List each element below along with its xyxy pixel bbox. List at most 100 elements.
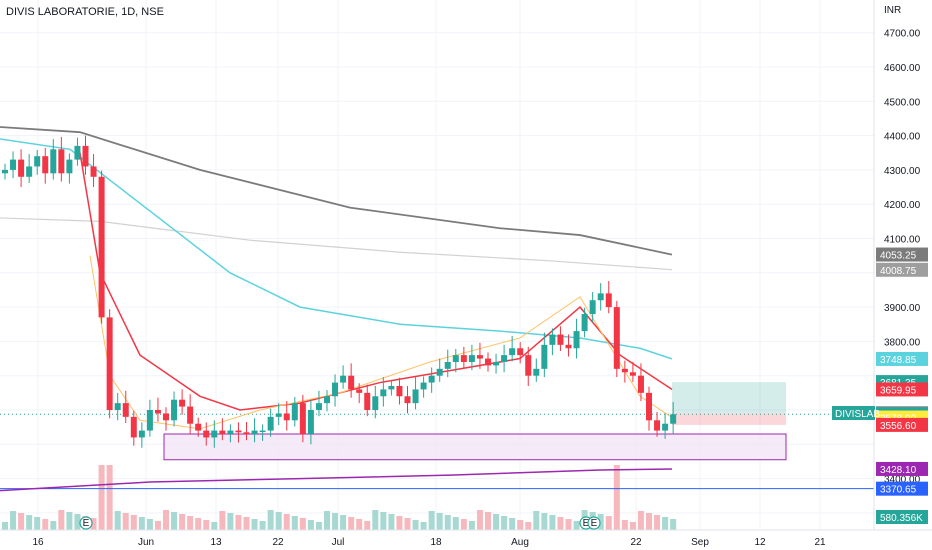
- candle-body: [356, 389, 363, 393]
- volume-bar: [211, 522, 218, 530]
- y-tick-label: 4700.00: [884, 29, 921, 40]
- candle-body: [340, 375, 347, 383]
- candle-body: [291, 403, 298, 421]
- volume-bar: [283, 514, 290, 530]
- symbol-tag[interactable]: DIVISLAB: [832, 406, 880, 420]
- stop-zone: [672, 413, 786, 425]
- volume-bar: [66, 512, 73, 530]
- volume-bar: [195, 518, 202, 530]
- svg-text:3748.85: 3748.85: [880, 355, 917, 366]
- candle-body: [372, 396, 379, 410]
- volume-bar: [299, 518, 306, 530]
- candle-body: [26, 166, 33, 177]
- volume-bar: [670, 519, 677, 530]
- candle-body: [460, 355, 467, 362]
- volume-badge-label: 580.356K: [880, 513, 923, 524]
- candle-body: [476, 355, 483, 359]
- volume-bar: [597, 514, 604, 530]
- x-tick-label: 22: [272, 537, 284, 548]
- volume-bar: [557, 517, 564, 530]
- candle-body: [549, 334, 556, 345]
- volume-bar: [138, 517, 145, 530]
- volume-bar: [130, 515, 137, 530]
- price-badge: 3556.60: [876, 417, 928, 432]
- candle-body: [259, 430, 266, 433]
- candle-body: [171, 399, 178, 421]
- x-tick-label: 12: [754, 537, 766, 548]
- candle-body: [629, 372, 636, 376]
- volume-bar: [171, 512, 178, 530]
- volume-bar: [662, 517, 669, 530]
- svg-text:E: E: [83, 518, 90, 529]
- ma-fast-line: [89, 255, 673, 430]
- x-tick-label: 21: [814, 537, 826, 548]
- candle-body: [90, 166, 97, 177]
- candle-body: [146, 410, 153, 431]
- candle-body: [211, 430, 218, 438]
- y-tick-label: 4100.00: [884, 235, 921, 246]
- volume-bar: [275, 512, 282, 530]
- x-tick-label: 13: [210, 537, 222, 548]
- ma-long-line: [0, 468, 673, 492]
- x-tick-label: Jun: [138, 537, 154, 548]
- volume-bar: [613, 465, 620, 530]
- volume-bar: [2, 522, 8, 530]
- volume-bar: [259, 521, 266, 530]
- volume-bars: [2, 465, 677, 530]
- volume-bar: [307, 520, 314, 530]
- volume-bar: [219, 511, 226, 530]
- volume-bar: [468, 521, 475, 530]
- x-tick-label: 18: [430, 537, 442, 548]
- drawings: [0, 382, 874, 490]
- candle-body: [573, 331, 580, 349]
- y-tick-label: 4400.00: [884, 132, 921, 143]
- candle-body: [2, 169, 8, 174]
- price-badges: 4053.254008.753748.853681.353659.953590.…: [876, 247, 928, 496]
- volume-bar: [98, 465, 105, 530]
- earnings-marker[interactable]: E: [79, 516, 93, 530]
- candle-body: [621, 368, 628, 373]
- candle-body: [404, 396, 411, 404]
- volume-badge: 580.356K: [876, 510, 928, 524]
- candle-body: [364, 392, 371, 410]
- x-tick-label: 16: [32, 537, 44, 548]
- earnings-marker[interactable]: E: [587, 516, 601, 530]
- volume-bar: [565, 519, 572, 530]
- volume-bar: [517, 520, 524, 530]
- x-tick-label: Jul: [332, 537, 345, 548]
- candle-body: [533, 368, 540, 376]
- demand-zone: [163, 433, 787, 461]
- candle-body: [525, 355, 532, 376]
- y-tick-label: 4200.00: [884, 200, 921, 211]
- volume-bar: [90, 518, 97, 530]
- volume-bar: [10, 511, 17, 530]
- candle-body: [613, 307, 620, 369]
- candle-body: [509, 348, 516, 356]
- candle-body: [388, 385, 395, 390]
- volume-bar: [452, 517, 459, 530]
- svg-text:4008.75: 4008.75: [880, 266, 917, 277]
- candle-body: [646, 392, 652, 421]
- candle-body: [637, 375, 644, 393]
- y-tick-label: 4500.00: [884, 97, 921, 108]
- candle-body: [187, 406, 194, 424]
- volume-bar: [146, 519, 153, 530]
- candle-body: [251, 430, 258, 435]
- candle-body: [203, 430, 210, 438]
- volume-bar: [187, 516, 194, 530]
- volume-bar: [348, 517, 355, 530]
- candle-body: [324, 396, 330, 404]
- volume-bar: [42, 519, 49, 530]
- candle-body: [130, 416, 137, 438]
- volume-bar: [549, 515, 556, 530]
- svg-text:E: E: [583, 518, 590, 529]
- volume-bar: [420, 522, 427, 530]
- candle-body: [468, 355, 475, 362]
- volume-bar: [332, 513, 339, 530]
- ma200-line: [0, 217, 673, 271]
- candle-body: [163, 413, 169, 421]
- candle-body: [299, 403, 306, 435]
- candle-body: [283, 413, 290, 421]
